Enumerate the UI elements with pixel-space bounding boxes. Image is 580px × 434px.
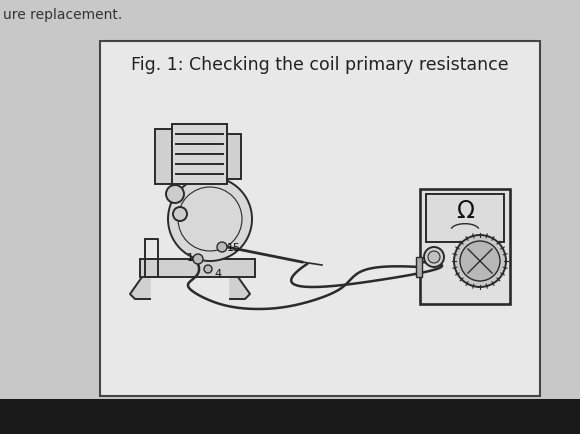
Circle shape — [428, 251, 440, 263]
Circle shape — [424, 247, 444, 267]
Text: 15: 15 — [227, 243, 241, 253]
Circle shape — [173, 207, 187, 221]
Text: Ω: Ω — [456, 198, 474, 223]
Bar — [0, 399, 580, 434]
Text: Fig. 1: Checking the coil primary resistance: Fig. 1: Checking the coil primary resist… — [131, 56, 509, 74]
Bar — [426, 194, 504, 243]
Bar — [420, 190, 510, 304]
Bar — [140, 260, 255, 277]
Circle shape — [204, 265, 212, 273]
Bar — [100, 42, 540, 396]
Text: 1: 1 — [187, 253, 194, 263]
Text: 4: 4 — [215, 268, 222, 278]
Text: ure replacement.: ure replacement. — [3, 8, 122, 22]
Circle shape — [217, 243, 227, 253]
Circle shape — [454, 236, 506, 287]
Polygon shape — [130, 277, 150, 299]
Bar — [416, 257, 422, 277]
Circle shape — [166, 186, 184, 204]
Circle shape — [168, 178, 252, 261]
Circle shape — [460, 241, 500, 281]
Bar — [172, 125, 227, 184]
Bar — [227, 135, 241, 180]
Bar — [155, 130, 173, 184]
Polygon shape — [230, 277, 250, 299]
Circle shape — [193, 254, 203, 264]
